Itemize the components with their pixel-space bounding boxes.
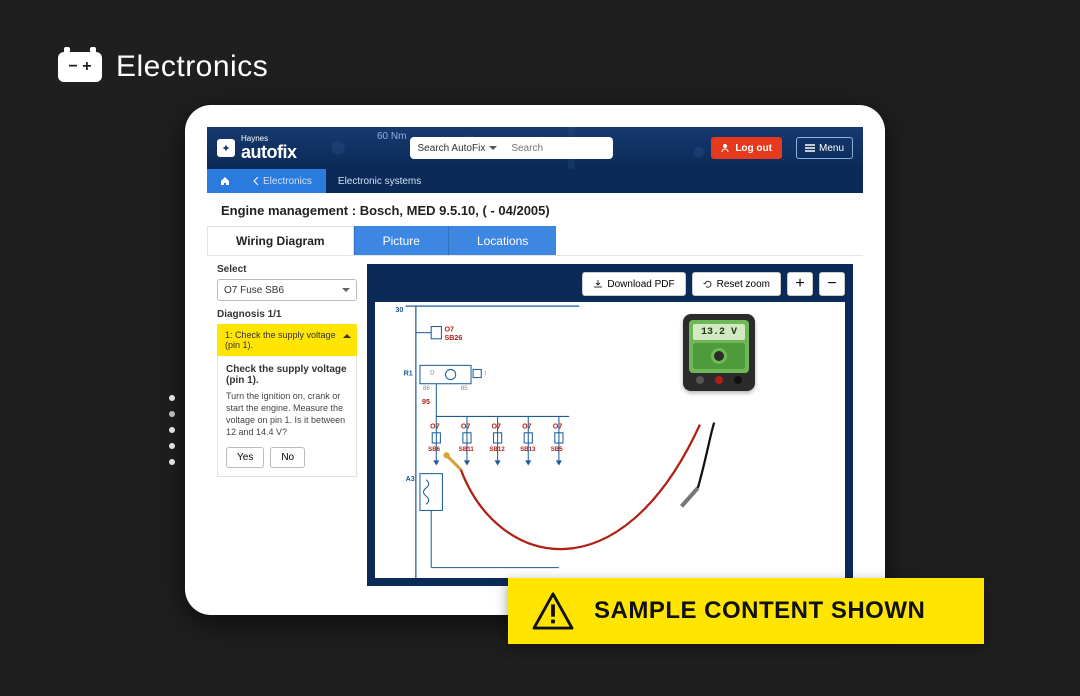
tab-locations[interactable]: Locations — [448, 226, 556, 255]
sample-banner-text: SAMPLE CONTENT SHOWN — [594, 597, 925, 625]
warning-icon — [532, 592, 574, 630]
page-section-header: − + Electronics — [58, 50, 268, 84]
tabs: Wiring Diagram Picture Locations — [207, 226, 863, 256]
meter-ports — [689, 373, 749, 385]
reset-label: Reset zoom — [717, 279, 770, 290]
svg-text:SB6: SB6 — [428, 446, 441, 453]
brand-logo[interactable]: ✦ Haynes autofix — [217, 135, 297, 162]
yes-button[interactable]: Yes — [226, 447, 264, 468]
breadcrumb-current: Electronic systems — [326, 169, 433, 193]
chevron-left-icon — [253, 177, 259, 185]
no-button[interactable]: No — [270, 447, 305, 468]
diagnosis-step-body: Check the supply voltage (pin 1). Turn t… — [217, 356, 357, 477]
download-pdf-button[interactable]: Download PDF — [582, 272, 685, 296]
select-label: Select — [217, 264, 246, 275]
section-title: Electronics — [116, 50, 268, 84]
svg-text:85: 85 — [461, 385, 468, 392]
brand-icon: ✦ — [217, 139, 235, 157]
app-screen: ✦ Haynes autofix 60 Nm Search AutoFix Lo… — [207, 127, 863, 593]
battery-icon: − + — [58, 52, 102, 82]
fuse-select[interactable]: O7 Fuse SB6 — [217, 279, 357, 301]
decor-torque: 60 Nm — [377, 131, 406, 142]
app-topbar: ✦ Haynes autofix 60 Nm Search AutoFix Lo… — [207, 127, 863, 169]
search-scope-select[interactable]: Search AutoFix — [410, 137, 504, 159]
breadcrumb-back-label: Electronics — [263, 176, 312, 187]
pager-dots — [169, 395, 175, 465]
zoom-out-button[interactable]: − — [819, 272, 845, 296]
svg-text:SB26: SB26 — [444, 334, 462, 342]
hamburger-icon — [805, 144, 815, 152]
zoom-in-button[interactable]: + — [787, 272, 813, 296]
page-title: Engine management : Bosch, MED 9.5.10, (… — [207, 193, 863, 226]
breadcrumb: Electronics Electronic systems — [207, 169, 863, 193]
svg-text:95: 95 — [422, 398, 430, 406]
wiring-svg: 30 O7 SB26 R1 D — [375, 302, 845, 578]
svg-text:30: 30 — [395, 306, 403, 314]
multimeter: 13.2 V — [683, 314, 755, 391]
tab-wiring[interactable]: Wiring Diagram — [207, 226, 354, 255]
fuse-select-value: O7 Fuse SB6 — [224, 285, 284, 296]
logout-button[interactable]: Log out — [711, 137, 782, 159]
sample-banner: SAMPLE CONTENT SHOWN — [508, 578, 984, 644]
svg-text:SB13: SB13 — [520, 446, 536, 453]
svg-text:O7: O7 — [444, 326, 454, 334]
diagnosis-step-header[interactable]: 1: Check the supply voltage (pin 1). — [217, 324, 357, 356]
svg-text:O7: O7 — [461, 423, 471, 431]
download-icon — [593, 279, 603, 289]
reset-icon — [703, 279, 713, 289]
diagram-toolbar: Download PDF Reset zoom + − — [582, 272, 845, 296]
logout-icon — [721, 143, 731, 153]
svg-text:SB5: SB5 — [551, 446, 564, 453]
diagnosis-heading: Diagnosis 1/1 — [217, 309, 357, 320]
svg-text:I: I — [484, 371, 486, 378]
diagram-panel: Download PDF Reset zoom + − 30 — [367, 256, 863, 593]
svg-text:86: 86 — [423, 385, 430, 392]
brand-large: autofix — [241, 142, 297, 162]
meter-reading: 13.2 V — [693, 324, 745, 340]
home-icon — [219, 175, 231, 187]
sidebar: Select O7 Fuse SB6 Diagnosis 1/1 1: Chec… — [207, 256, 367, 593]
step-title: Check the supply voltage (pin 1). — [226, 364, 348, 386]
menu-label: Menu — [819, 143, 844, 154]
step-desc: Turn the ignition on, crank or start the… — [226, 390, 348, 439]
svg-text:A3: A3 — [406, 475, 415, 483]
svg-text:O7: O7 — [522, 423, 532, 431]
svg-text:R1: R1 — [404, 370, 413, 378]
tablet-frame: ✦ Haynes autofix 60 Nm Search AutoFix Lo… — [185, 105, 885, 615]
svg-text:SB11: SB11 — [459, 446, 475, 453]
search-scope-label: Search AutoFix — [418, 143, 486, 154]
menu-button[interactable]: Menu — [796, 137, 853, 159]
breadcrumb-home[interactable] — [207, 169, 243, 193]
svg-text:O7: O7 — [491, 423, 501, 431]
tab-picture[interactable]: Picture — [354, 226, 448, 255]
search-input[interactable] — [503, 137, 613, 159]
svg-text:O7: O7 — [430, 423, 440, 431]
svg-text:O7: O7 — [553, 423, 563, 431]
svg-text:D: D — [430, 370, 435, 377]
wiring-diagram[interactable]: 30 O7 SB26 R1 D — [375, 302, 845, 578]
logout-label: Log out — [735, 143, 772, 154]
breadcrumb-back[interactable]: Electronics — [243, 169, 326, 193]
reset-zoom-button[interactable]: Reset zoom — [692, 272, 781, 296]
step-header-text: 1: Check the supply voltage (pin 1). — [225, 330, 336, 350]
svg-text:SB12: SB12 — [489, 446, 505, 453]
download-label: Download PDF — [607, 279, 674, 290]
